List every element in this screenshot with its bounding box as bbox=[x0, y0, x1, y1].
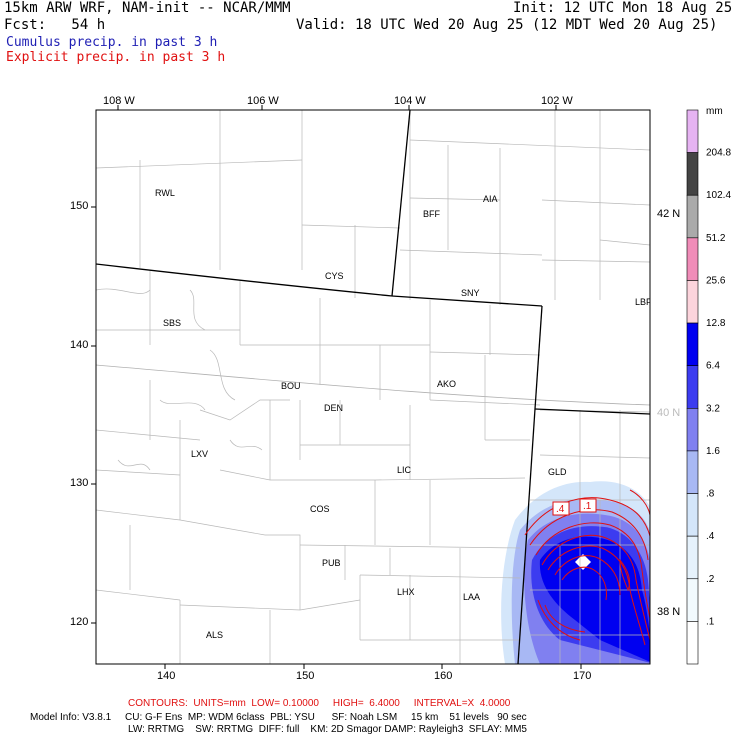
x-label-150: 150 bbox=[296, 670, 315, 682]
explicit-legend: Explicit precip. in past 3 h bbox=[6, 50, 226, 65]
colorbar-swatch bbox=[686, 152, 699, 196]
contour-label-01: .1 bbox=[583, 501, 592, 512]
colorbar-label: 204.8 bbox=[706, 148, 731, 159]
colorbar-label: 51.2 bbox=[706, 233, 726, 244]
colorbar: mm 204.8 102.4 51.2 25.6 12.8 6.4 3.2 1.6 .8 .4 .2.… bbox=[686, 106, 731, 665]
contours-info: CONTOURS: UNITS=mm LOW= 0.10000 HIGH= 6.… bbox=[128, 698, 511, 709]
colorbar-swatch bbox=[686, 450, 699, 494]
lat-label-40n: 40 N bbox=[657, 407, 681, 419]
y-label-120: 120 bbox=[70, 616, 89, 628]
y-label-140: 140 bbox=[70, 339, 89, 351]
x-label-160: 160 bbox=[434, 670, 453, 682]
valid-time: Valid: 18 UTC Wed 20 Aug 25 (12 MDT Wed … bbox=[296, 17, 718, 33]
model-info-line1: Model Info: V3.8.1 CU: G-F Ens MP: WDM 6… bbox=[30, 712, 527, 723]
graticule bbox=[96, 364, 650, 406]
colorbar-label: .8 bbox=[706, 489, 715, 500]
city-den: DEN bbox=[324, 403, 343, 413]
colorbar-swatch bbox=[686, 365, 699, 409]
colorbar-label: .2 bbox=[706, 574, 715, 585]
colorbar-swatch bbox=[686, 194, 699, 239]
lon-label-108w: 108 W bbox=[103, 95, 135, 107]
contour-labels: .4 .1 bbox=[552, 498, 597, 516]
colorbar-swatch bbox=[686, 535, 699, 580]
colorbar-label: 1.6 bbox=[706, 446, 720, 457]
city-als: ALS bbox=[206, 630, 223, 640]
city-labels: RWL BFF AIA CYS SNY LBF SBS BOU DEN AKO … bbox=[155, 188, 652, 640]
x-label-140: 140 bbox=[157, 670, 176, 682]
city-lic: LIC bbox=[397, 465, 412, 475]
colorbar-unit: mm bbox=[706, 106, 723, 117]
explicit-contours bbox=[524, 489, 650, 646]
city-lbf: LBF bbox=[635, 297, 652, 307]
city-cos: COS bbox=[310, 504, 330, 514]
city-sny: SNY bbox=[461, 288, 480, 298]
city-gld: GLD bbox=[548, 467, 567, 477]
y-label-150: 150 bbox=[70, 200, 89, 212]
model-title: 15km ARW WRF, NAM-init -- NCAR/MMM bbox=[4, 0, 291, 16]
colorbar-label: 12.8 bbox=[706, 318, 726, 329]
axis-ticks bbox=[91, 105, 582, 669]
colorbar-swatch bbox=[686, 493, 699, 537]
colorbar-label: 102.4 bbox=[706, 190, 731, 201]
colorbar-swatch bbox=[686, 280, 699, 324]
city-bou: BOU bbox=[281, 381, 301, 391]
lon-label-106w: 106 W bbox=[247, 95, 279, 107]
colorbar-label: .1 bbox=[706, 616, 715, 627]
city-rwl: RWL bbox=[155, 188, 175, 198]
init-time: Init: 12 UTC Mon 18 Aug 25 bbox=[513, 0, 733, 16]
city-pub: PUB bbox=[322, 558, 341, 568]
contour-label-04: .4 bbox=[556, 504, 565, 515]
colorbar-swatch bbox=[686, 578, 699, 622]
y-label-130: 130 bbox=[70, 477, 89, 489]
colorbar-label: 3.2 bbox=[706, 403, 720, 414]
city-bff: BFF bbox=[423, 209, 441, 219]
colorbar-swatch bbox=[686, 109, 699, 153]
model-info-line2: LW: RRTMG SW: RRTMG DIFF: full KM: 2D Sm… bbox=[128, 724, 527, 735]
colorbar-swatch bbox=[686, 237, 699, 281]
colorbar-label: 25.6 bbox=[706, 275, 726, 286]
cumulus-legend: Cumulus precip. in past 3 h bbox=[6, 35, 218, 50]
colorbar-label: .4 bbox=[706, 531, 715, 542]
city-lhx: LHX bbox=[397, 587, 415, 597]
city-ako: AKO bbox=[437, 379, 456, 389]
colorbar-swatch bbox=[686, 408, 699, 452]
city-aia: AIA bbox=[483, 194, 498, 204]
colorbar-label: 6.4 bbox=[706, 361, 720, 372]
city-laa: LAA bbox=[463, 592, 480, 602]
city-sbs: SBS bbox=[163, 318, 181, 328]
lon-label-102w: 102 W bbox=[541, 95, 573, 107]
county-boundaries bbox=[96, 110, 650, 664]
map-frame bbox=[95, 109, 651, 665]
lon-label-104w: 104 W bbox=[394, 95, 426, 107]
city-cys: CYS bbox=[325, 271, 344, 281]
colorbar-swatch bbox=[686, 621, 699, 665]
state-boundaries bbox=[96, 110, 650, 664]
x-label-170: 170 bbox=[573, 670, 592, 682]
colorbar-swatch bbox=[686, 322, 699, 366]
lat-label-42n: 42 N bbox=[657, 208, 681, 220]
city-lxv: LXV bbox=[191, 449, 208, 459]
lat-label-38n: 38 N bbox=[657, 606, 681, 618]
forecast-hour: Fcst: 54 h bbox=[4, 17, 106, 33]
